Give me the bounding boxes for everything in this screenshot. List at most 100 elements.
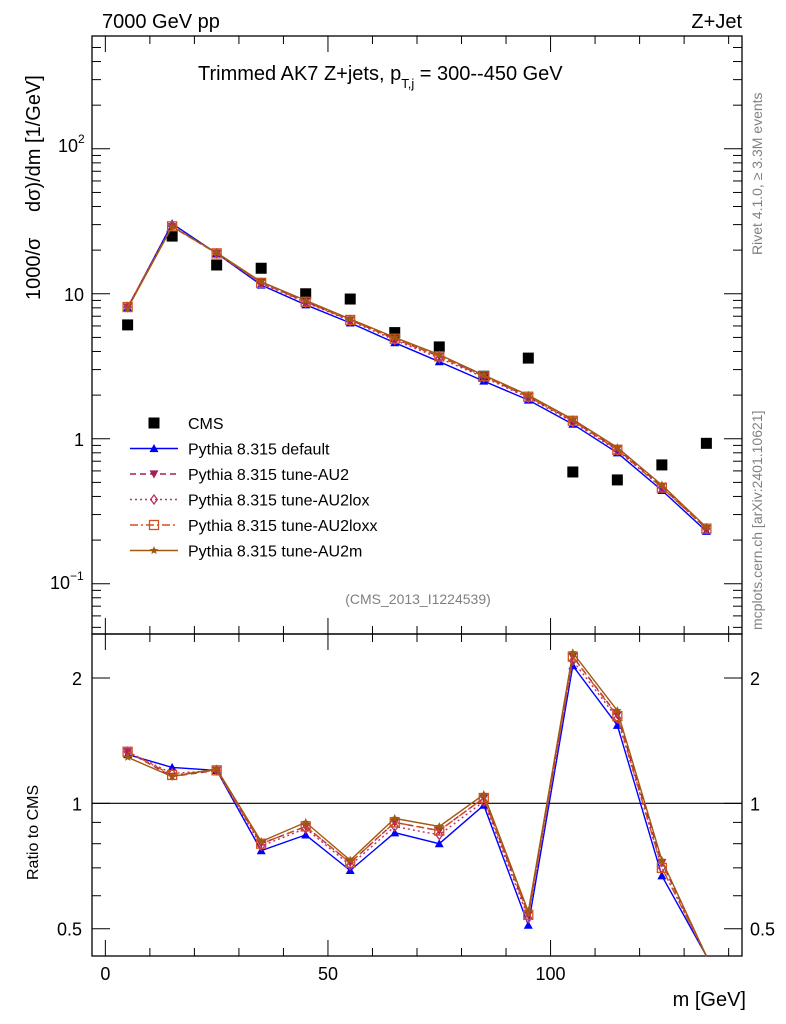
ratio-point xyxy=(479,800,489,809)
legend: CMS Pythia 8.315 default Pythia 8.315 tune… xyxy=(130,416,377,561)
ratio-point xyxy=(479,790,489,799)
ratio-point xyxy=(167,772,177,781)
ratio-point xyxy=(212,764,221,773)
ratio-point xyxy=(435,829,444,841)
legend-marker xyxy=(149,493,159,506)
legend-item: CMS xyxy=(148,416,224,433)
legend-label: Pythia 8.315 tune-AU2lox xyxy=(188,493,369,510)
data-point xyxy=(656,459,668,471)
data-point xyxy=(433,341,445,353)
y-tick-label: 1 xyxy=(74,430,84,450)
series-5 xyxy=(123,222,711,531)
data-point xyxy=(256,277,266,286)
series-line xyxy=(126,225,707,528)
legend-label: Pythia 8.315 default xyxy=(188,442,330,459)
data-point xyxy=(123,304,132,313)
data-point xyxy=(301,295,310,305)
energy-label: 7000 GeV pp xyxy=(102,11,220,33)
data-point xyxy=(166,230,178,242)
ratio-point xyxy=(167,762,177,771)
data-point xyxy=(479,370,489,379)
ratio-y-tick-label-right: 2 xyxy=(750,669,760,689)
legend-label: CMS xyxy=(188,416,224,433)
ratio-point xyxy=(256,837,266,846)
data-point xyxy=(613,443,622,452)
data-point xyxy=(167,222,177,231)
ratio-series-layer xyxy=(122,648,708,957)
process-label: Z+Jet xyxy=(691,11,742,33)
legend-item: Pythia 8.315 tune-AU2 xyxy=(130,467,349,484)
mcplots-label: mcplots.cern.ch [arXiv:2401.10621] xyxy=(749,411,765,630)
y-tick-label-100: 102 xyxy=(58,132,85,156)
data-point xyxy=(300,288,312,300)
series-line xyxy=(126,225,707,530)
legend-item: Pythia 8.315 default xyxy=(130,442,330,459)
legend-marker xyxy=(149,444,159,453)
ratio-point xyxy=(656,862,668,874)
data-point xyxy=(700,437,712,449)
ratio-series-3 xyxy=(122,651,708,957)
ratio-point xyxy=(435,822,444,831)
legend-label: Pythia 8.315 tune-AU2loxx xyxy=(188,518,377,535)
ratio-line xyxy=(127,651,708,957)
y-axis-label-main: dσ)/dm [1/GeV] xyxy=(23,75,45,212)
ratio-y-axis-label: Ratio to CMS xyxy=(25,785,42,880)
ratio-point xyxy=(613,706,622,715)
data-point xyxy=(522,352,534,364)
ratio-line xyxy=(127,659,708,957)
chart-title: Trimmed AK7 Z+jets, pT,j = 300--450 GeV xyxy=(198,63,563,91)
ratio-y-tick-label: 0.5 xyxy=(57,920,82,940)
data-point xyxy=(435,350,444,359)
data-point xyxy=(344,293,356,305)
y-axis-label: 1000/σ dσ)/dm [1/GeV] xyxy=(23,75,45,300)
ratio-line xyxy=(127,654,708,957)
y-tick-label-0.1: 10−1 xyxy=(50,569,84,593)
ratio-y-tick-label-right: 1 xyxy=(750,794,760,814)
ratio-point xyxy=(346,859,355,871)
ratio-series-4 xyxy=(123,648,708,957)
ratio-point xyxy=(301,830,311,839)
legend-marker xyxy=(148,417,160,429)
ratio-point xyxy=(434,839,444,848)
ratio-line xyxy=(127,654,708,957)
data-point xyxy=(166,221,178,232)
ratio-point xyxy=(345,855,355,864)
legend-marker xyxy=(148,519,160,531)
analysis-id-label: (CMS_2013_I1224539) xyxy=(345,591,491,607)
ratio-series-1 xyxy=(123,653,708,957)
legend-label: Pythia 8.315 tune-AU2 xyxy=(188,467,349,484)
y-tick-label: 10 xyxy=(64,285,84,305)
legend-item: Pythia 8.315 tune-AU2loxx xyxy=(130,518,377,535)
data-point xyxy=(611,474,623,486)
data-point xyxy=(122,319,134,331)
ratio-point xyxy=(123,752,132,761)
ratio-y-tick-label: 2 xyxy=(72,669,82,689)
data-point xyxy=(255,262,267,274)
ratio-y-tick-label-right: 0.5 xyxy=(750,920,775,940)
data-point xyxy=(524,390,533,399)
series-0 xyxy=(122,230,712,486)
ratio-point xyxy=(390,813,399,823)
main-series-layer xyxy=(122,219,712,535)
data-point xyxy=(345,314,355,323)
ratio-point xyxy=(523,920,533,929)
y-axis-label-prefix: 1000/σ xyxy=(23,237,45,300)
legend-marker xyxy=(149,470,159,479)
ratio-series-0 xyxy=(123,661,708,957)
ratio-point xyxy=(390,828,400,837)
legend-marker xyxy=(149,546,159,555)
x-tick-label: 100 xyxy=(536,964,566,984)
ratio-point xyxy=(657,871,667,880)
legend-item: Pythia 8.315 tune-AU2m xyxy=(130,544,362,561)
data-point xyxy=(211,259,223,271)
ratio-y-tick-label: 1 xyxy=(72,794,82,814)
x-tick-label: 0 xyxy=(100,964,110,984)
legend-item: Pythia 8.315 tune-AU2lox xyxy=(130,493,369,510)
data-point xyxy=(567,466,579,478)
data-point xyxy=(389,327,401,339)
ratio-point xyxy=(524,907,533,916)
ratio-point xyxy=(657,855,667,864)
